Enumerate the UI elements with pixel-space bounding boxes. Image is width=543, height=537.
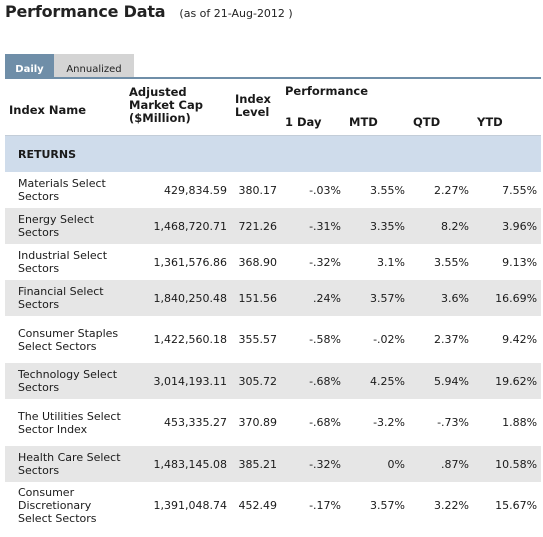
- perf-ytd: 9.13%: [502, 255, 538, 269]
- perf-mtd: 4.25%: [345, 363, 409, 399]
- perf-1-day: -.17%: [309, 499, 341, 512]
- col-header-index-level: Index Level: [235, 92, 271, 119]
- col-header-mtd: MTD: [349, 115, 378, 129]
- market-cap: 1,391,048.74: [153, 499, 227, 512]
- index-name: Materials Select Sectors: [18, 177, 106, 203]
- index-name: Consumer Discretionary Select Sectors: [18, 486, 97, 525]
- table-row: Financial Select Sectors 1,840,250.48 15…: [5, 280, 542, 316]
- col-header-market-cap: Adjusted Market Cap ($Million): [129, 85, 203, 125]
- perf-1-day: -.32%: [281, 446, 345, 482]
- perf-ytd: 15.67%: [495, 499, 538, 512]
- index-level: 380.17: [238, 183, 278, 197]
- market-cap: 1,422,560.18: [153, 333, 227, 346]
- as-of-date: (as of 21-Aug-2012 ): [179, 7, 293, 20]
- tab-bar: Daily Annualized: [5, 54, 134, 77]
- index-name: Industrial Select Sectors: [18, 249, 108, 275]
- perf-1-day: -.03%: [309, 183, 341, 197]
- perf-1-day: -.58%: [309, 333, 341, 346]
- perf-1-day: -.32%: [309, 255, 341, 269]
- perf-1-day: -.31%: [281, 208, 345, 244]
- perf-mtd: 3.55%: [370, 183, 405, 197]
- perf-qtd: 2.27%: [434, 183, 469, 197]
- perf-qtd: -.73%: [437, 416, 469, 429]
- index-level: 355.57: [238, 333, 278, 346]
- perf-qtd: 3.6%: [409, 280, 473, 316]
- perf-mtd: -.02%: [373, 333, 405, 346]
- perf-ytd: 19.62%: [473, 363, 542, 399]
- col-header-1-day: 1 Day: [285, 115, 322, 129]
- perf-qtd: 5.94%: [409, 363, 473, 399]
- market-cap: 453,335.27: [164, 416, 227, 429]
- section-label: RETURNS: [5, 135, 542, 172]
- table-row: Health Care Select Sectors 1,483,145.08 …: [5, 446, 542, 482]
- col-header-ytd: YTD: [477, 115, 503, 129]
- market-cap: 1,468,720.71: [125, 208, 231, 244]
- perf-mtd: 3.57%: [345, 280, 409, 316]
- perf-ytd: 1.88%: [502, 416, 538, 429]
- market-cap: 1,483,145.08: [125, 446, 231, 482]
- perf-mtd: 0%: [345, 446, 409, 482]
- perf-ytd: 10.58%: [473, 446, 542, 482]
- table-row: Technology Select Sectors 3,014,193.11 3…: [5, 363, 542, 399]
- index-name: Energy Select Sectors: [5, 208, 125, 244]
- index-level: 151.56: [231, 280, 281, 316]
- perf-1-day: .24%: [281, 280, 345, 316]
- perf-ytd: 9.42%: [502, 333, 538, 346]
- perf-mtd: -3.2%: [373, 416, 405, 429]
- table-row: Materials Select Sectors 429,834.59 380.…: [5, 172, 541, 208]
- market-cap: 3,014,193.11: [125, 363, 231, 399]
- index-level: 305.72: [231, 363, 281, 399]
- market-cap: 429,834.59: [164, 183, 227, 197]
- index-name: The Utilities Select Sector Index: [18, 409, 121, 436]
- page-header: Performance Data (as of 21-Aug-2012 ): [5, 2, 293, 26]
- perf-qtd: 2.37%: [434, 333, 469, 346]
- index-level: 385.21: [231, 446, 281, 482]
- col-header-qtd: QTD: [413, 115, 441, 129]
- index-name: Health Care Select Sectors: [5, 446, 125, 482]
- table-row: The Utilities Select Sector Index 453,33…: [5, 399, 541, 446]
- header-row: Index Name Adjusted Market Cap ($Million…: [5, 79, 542, 124]
- index-name: Financial Select Sectors: [5, 280, 125, 316]
- tab-underline: [5, 77, 541, 79]
- section-returns: RETURNS: [5, 135, 542, 172]
- index-name: Technology Select Sectors: [5, 363, 125, 399]
- perf-qtd: 3.22%: [434, 499, 469, 512]
- perf-1-day: -.68%: [281, 363, 345, 399]
- perf-qtd: 8.2%: [409, 208, 473, 244]
- perf-qtd: 3.55%: [434, 255, 469, 269]
- performance-table: Index Name Adjusted Market Cap ($Million…: [5, 79, 542, 529]
- index-name: Consumer Staples Select Sectors: [18, 326, 119, 353]
- table-row: Consumer Discretionary Select Sectors 1,…: [5, 482, 541, 529]
- table-row: Energy Select Sectors 1,468,720.71 721.2…: [5, 208, 542, 244]
- index-level: 368.90: [238, 255, 278, 269]
- perf-mtd: 3.57%: [370, 499, 405, 512]
- col-header-index-name: Index Name: [9, 102, 87, 117]
- perf-mtd: 3.1%: [377, 255, 405, 269]
- tab-daily[interactable]: Daily: [5, 54, 54, 77]
- col-header-performance: Performance: [285, 84, 369, 98]
- perf-ytd: 7.55%: [502, 183, 538, 197]
- index-level: 721.26: [231, 208, 281, 244]
- tab-annualized[interactable]: Annualized: [54, 54, 134, 77]
- index-level: 452.49: [238, 499, 278, 512]
- page-title: Performance Data: [5, 2, 166, 21]
- table-row: Industrial Select Sectors 1,361,576.86 3…: [5, 244, 541, 280]
- perf-qtd: .87%: [409, 446, 473, 482]
- perf-ytd: 16.69%: [473, 280, 542, 316]
- table-row: Consumer Staples Select Sectors 1,422,56…: [5, 316, 541, 363]
- index-level: 370.89: [238, 416, 278, 429]
- market-cap: 1,840,250.48: [125, 280, 231, 316]
- market-cap: 1,361,576.86: [153, 255, 227, 269]
- perf-1-day: -.68%: [309, 416, 341, 429]
- perf-ytd: 3.96%: [473, 208, 542, 244]
- perf-mtd: 3.35%: [345, 208, 409, 244]
